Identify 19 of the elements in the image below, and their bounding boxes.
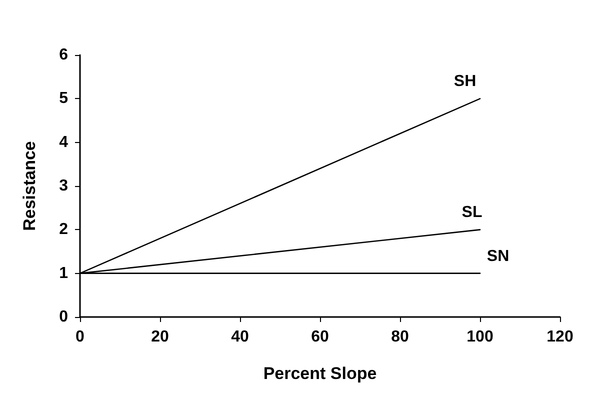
series-label: SN	[486, 248, 510, 265]
y-tick-label: 2	[59, 221, 68, 238]
y-tick-label: 6	[59, 46, 68, 64]
y-tick-label: 5	[59, 90, 68, 108]
x-tick-label: 80	[391, 328, 409, 346]
x-tick-label: 20	[151, 328, 169, 346]
x-tick-label: 120	[546, 328, 574, 346]
x-tick-label: 40	[231, 328, 249, 346]
series-label: SL	[462, 204, 482, 222]
x-tick-label: 100	[466, 328, 494, 346]
x-tick-label: 60	[311, 328, 329, 346]
x-tick-label: 0	[76, 328, 85, 346]
y-tick-label: 3	[59, 178, 68, 194]
y-axis-title: Resistance	[20, 141, 39, 231]
x-axis-title: Percent Slope	[263, 364, 377, 383]
y-tick-label: 4	[59, 134, 68, 151]
y-tick-label: 1	[59, 264, 68, 282]
series-label: SH	[454, 73, 476, 90]
y-tick-label: 0	[59, 308, 68, 326]
